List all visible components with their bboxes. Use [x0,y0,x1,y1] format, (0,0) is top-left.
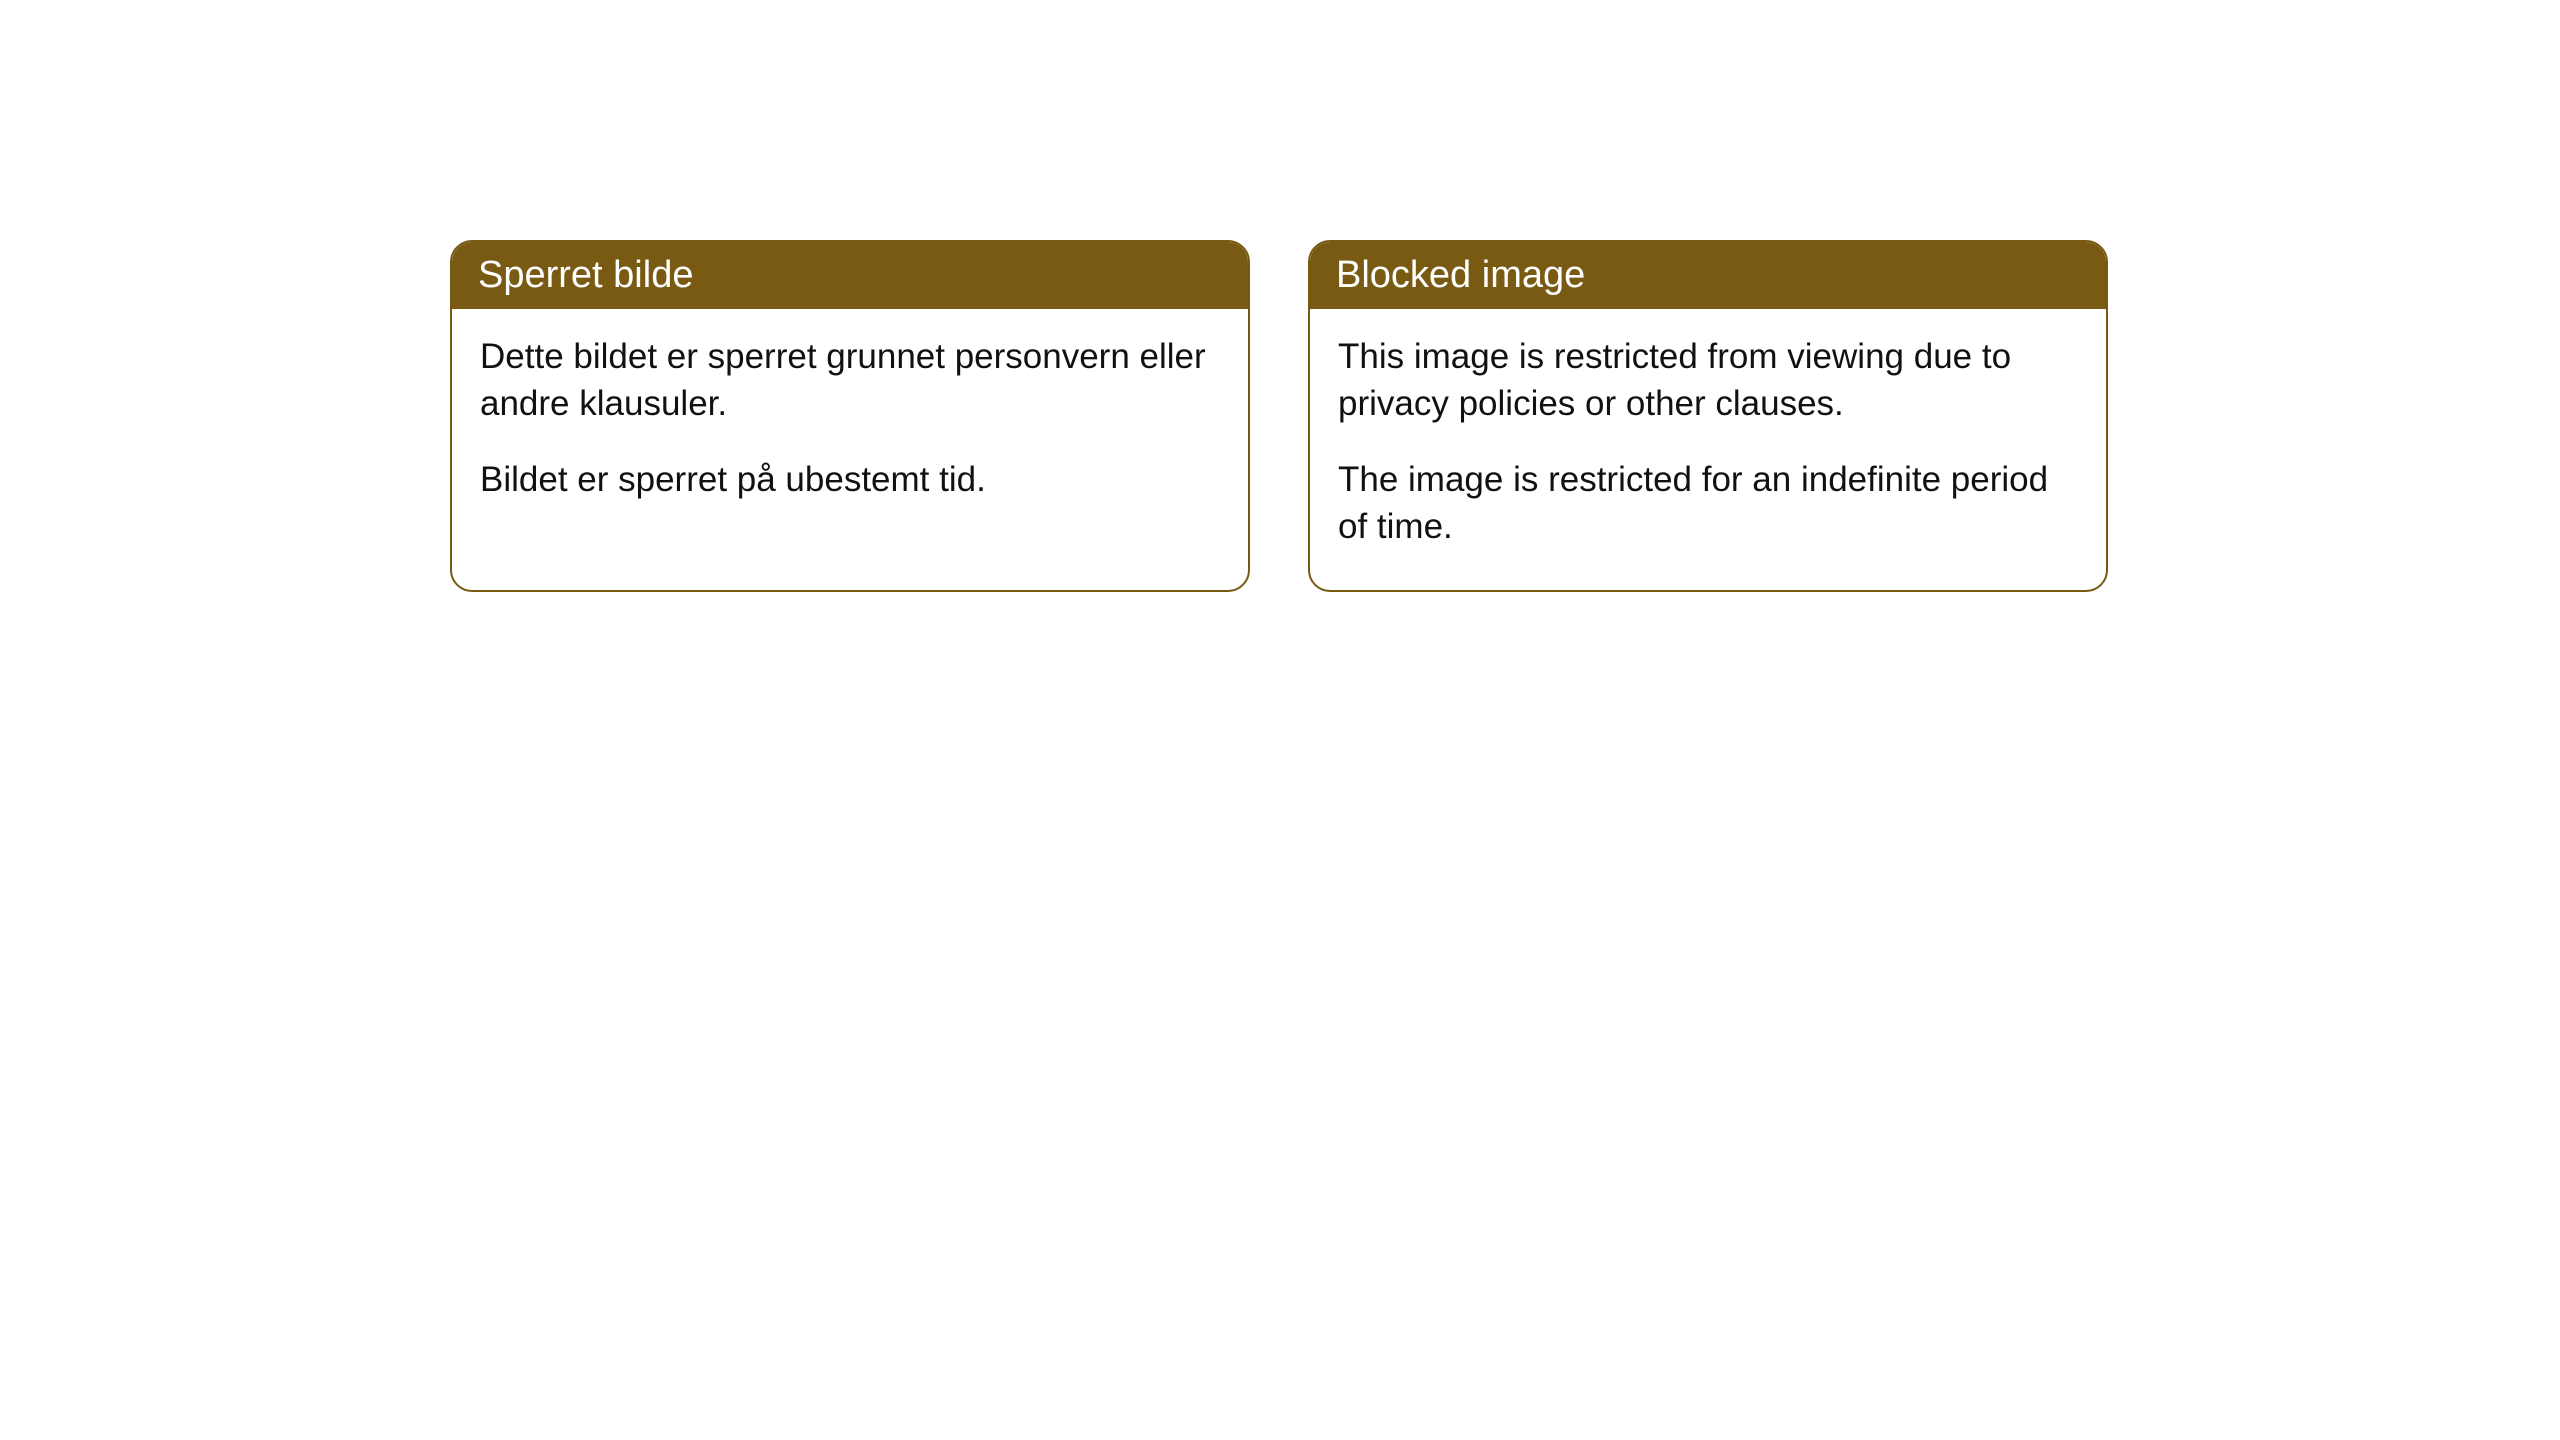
card-header: Sperret bilde [452,242,1248,309]
card-paragraph: Dette bildet er sperret grunnet personve… [480,333,1220,428]
notice-card-norwegian: Sperret bilde Dette bildet er sperret gr… [450,240,1250,592]
notice-card-english: Blocked image This image is restricted f… [1308,240,2108,592]
card-body: Dette bildet er sperret grunnet personve… [452,309,1248,543]
card-paragraph: The image is restricted for an indefinit… [1338,456,2078,551]
card-header: Blocked image [1310,242,2106,309]
card-paragraph: This image is restricted from viewing du… [1338,333,2078,428]
notice-cards-container: Sperret bilde Dette bildet er sperret gr… [450,240,2108,592]
card-body: This image is restricted from viewing du… [1310,309,2106,590]
card-paragraph: Bildet er sperret på ubestemt tid. [480,456,1220,503]
